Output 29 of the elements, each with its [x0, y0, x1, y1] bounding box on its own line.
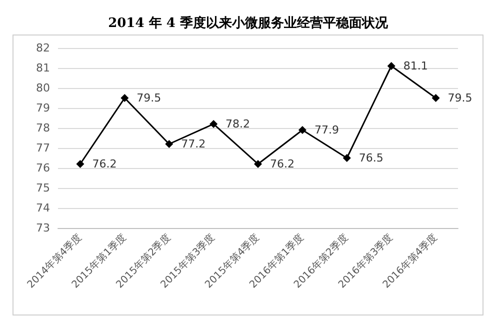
- data-label: 77.2: [181, 138, 206, 150]
- y-tick-label: 77: [36, 142, 50, 154]
- point: [342, 154, 351, 162]
- y-tick-label: 74: [36, 202, 50, 214]
- point: [210, 120, 218, 128]
- point: [254, 160, 262, 168]
- point: [432, 94, 440, 102]
- y-tick-label: 79: [36, 102, 50, 114]
- data-label: 77.9: [314, 124, 339, 136]
- data-label: 76.5: [358, 152, 384, 164]
- point: [76, 160, 84, 168]
- y-tick-label: 78: [36, 122, 50, 134]
- y-tick-label: 80: [36, 82, 50, 94]
- y-tick-label: 82: [36, 42, 50, 54]
- data-label: 78.2: [226, 118, 250, 130]
- y-tick-label: 81: [36, 62, 50, 74]
- y-tick-label: 76: [36, 162, 50, 174]
- point: [387, 62, 396, 70]
- point: [298, 126, 306, 134]
- data-label: 76.2: [92, 158, 117, 170]
- y-tick-label: 75: [36, 182, 50, 194]
- point: [120, 94, 129, 102]
- data-label: 76.2: [270, 158, 294, 170]
- data-label: 79.5: [448, 92, 472, 104]
- chart-title: 2014 年 4 季度以来小微服务业经营平稳面状况: [108, 15, 389, 31]
- y-tick-label: 73: [36, 222, 50, 234]
- data-label: 79.5: [136, 92, 162, 104]
- data-label: 81.1: [403, 60, 428, 72]
- point: [165, 140, 174, 148]
